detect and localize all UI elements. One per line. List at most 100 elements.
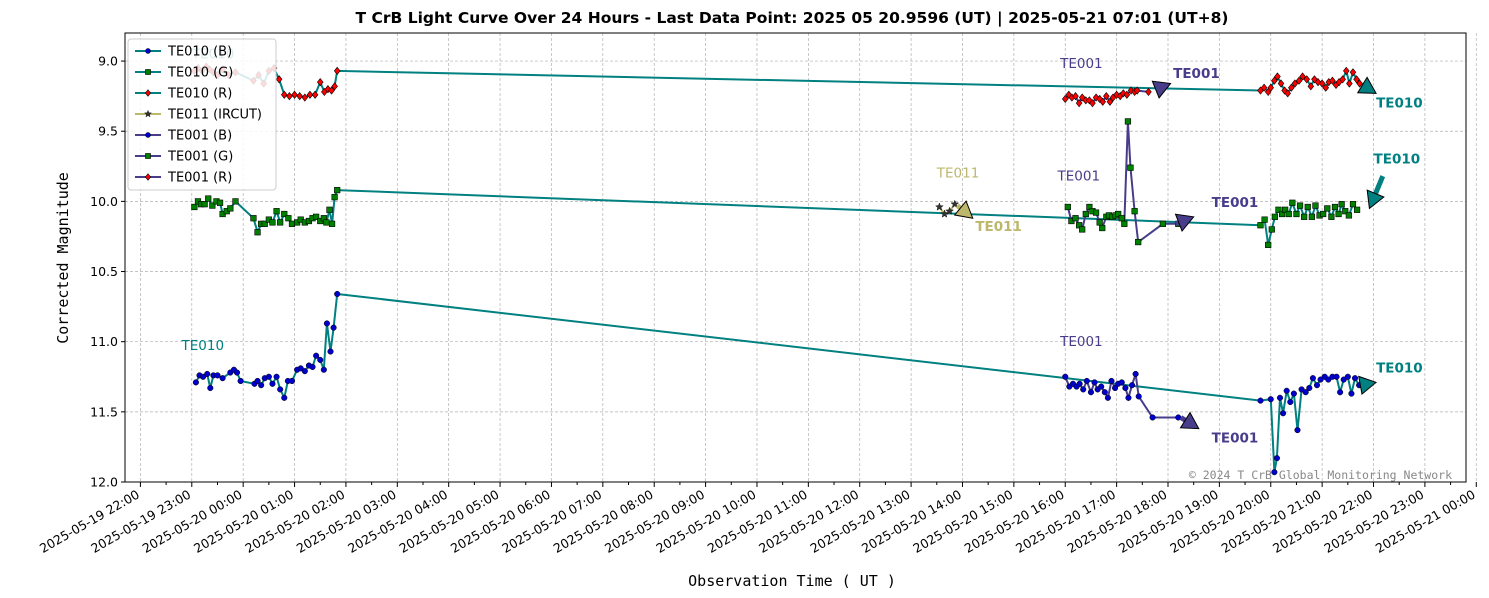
data-point	[1281, 86, 1288, 95]
data-point	[216, 199, 224, 206]
data-point	[1302, 389, 1309, 396]
data-point	[1295, 76, 1303, 85]
data-point	[1273, 455, 1280, 462]
data-point	[1145, 87, 1152, 97]
data-point	[316, 78, 324, 87]
annotation-label: TE001	[1057, 168, 1101, 184]
data-point	[1072, 215, 1079, 222]
data-point	[1122, 384, 1129, 392]
data-point	[320, 366, 327, 373]
data-point	[1083, 377, 1090, 385]
data-point	[1274, 72, 1281, 81]
legend-marker	[144, 109, 152, 118]
data-point	[331, 194, 338, 201]
data-point	[254, 229, 261, 236]
data-point	[1112, 384, 1119, 392]
data-point	[207, 384, 214, 392]
data-point	[1353, 206, 1361, 213]
legend-entry: TE010 (B)	[135, 45, 232, 60]
legend-entry: TE001 (G)	[135, 150, 233, 165]
annotation-label: TE001	[1212, 195, 1259, 211]
y-axis-label: Corrected Magnitude	[54, 172, 72, 344]
data-point	[1299, 72, 1306, 81]
data-point	[306, 90, 314, 99]
data-point	[1115, 210, 1122, 218]
data-point	[281, 394, 288, 401]
data-point	[327, 348, 334, 355]
legend-label: TE001 (B)	[167, 129, 232, 144]
data-point	[227, 205, 234, 212]
arrow	[1366, 175, 1386, 210]
data-point	[1313, 382, 1321, 389]
annotation-label: TE001	[1059, 56, 1103, 72]
y-tick-label: 9.5	[98, 124, 118, 139]
data-point	[1346, 79, 1353, 88]
data-point	[1257, 222, 1264, 229]
data-point	[1296, 202, 1304, 209]
legend-label: TE010 (R)	[167, 87, 232, 102]
data-point	[273, 208, 280, 215]
data-point	[1277, 79, 1285, 88]
arrow-shaft	[1174, 220, 1180, 227]
data-point	[1091, 379, 1098, 386]
arrow	[1356, 76, 1377, 94]
data-point	[1318, 79, 1326, 88]
legend-marker	[145, 173, 151, 181]
data-point	[1290, 390, 1297, 397]
data-point	[1261, 216, 1268, 223]
data-point	[1285, 210, 1292, 218]
annotation-label: TE001	[1059, 334, 1103, 350]
data-point	[291, 90, 298, 99]
data-point	[328, 220, 336, 227]
annotation-label: TE010	[1374, 151, 1421, 167]
legend-box	[127, 38, 277, 191]
arrow	[1179, 411, 1200, 430]
data-point	[233, 369, 241, 376]
data-point	[254, 377, 261, 385]
data-point	[288, 220, 296, 227]
annotation-label: TE010	[1376, 95, 1423, 111]
arrow	[1174, 213, 1195, 232]
data-point	[1104, 394, 1111, 401]
data-point	[1308, 213, 1315, 220]
data-point	[1349, 68, 1357, 77]
y-tick-label: 12.0	[90, 475, 118, 490]
data-point	[273, 373, 280, 380]
annotation-label: TE001	[1173, 66, 1220, 82]
data-point	[281, 90, 288, 99]
data-point	[1271, 469, 1278, 476]
data-point	[258, 382, 265, 389]
data-point	[1311, 75, 1318, 84]
series-te010-g	[191, 187, 1361, 248]
data-point	[1306, 384, 1313, 392]
data-point	[1324, 205, 1331, 212]
data-point	[1337, 389, 1344, 396]
data-point	[324, 85, 332, 94]
data-point	[1121, 220, 1128, 227]
data-point	[1118, 379, 1125, 386]
data-point	[200, 373, 207, 380]
arrow-head	[1151, 80, 1172, 99]
arrow-head	[1358, 375, 1378, 396]
series-te010-b	[192, 290, 1363, 476]
data-point	[1072, 92, 1079, 101]
data-point	[1333, 373, 1340, 380]
data-point	[334, 187, 341, 194]
arrow	[1358, 375, 1378, 396]
data-point	[334, 290, 341, 298]
data-point	[1101, 389, 1108, 396]
y-axis-ticks: 9.0 9.5 10.0 10.5 11.0 11.5 12.0	[90, 54, 125, 490]
data-point	[1076, 380, 1083, 387]
legend-entry: TE010 (R)	[135, 87, 232, 102]
series-te011-ircut	[935, 199, 960, 218]
arrow-head	[953, 200, 974, 219]
data-point	[1291, 79, 1299, 88]
arrow-head	[1179, 411, 1200, 430]
data-point	[1096, 219, 1103, 226]
data-point	[1271, 76, 1278, 85]
data-point	[275, 75, 283, 84]
annotation-label: TE011	[936, 166, 980, 182]
data-point	[1099, 97, 1107, 106]
annotations: TE010 TE010 TE011 TE011 TE001 TE001 TE001 TE001…	[181, 46, 1423, 446]
